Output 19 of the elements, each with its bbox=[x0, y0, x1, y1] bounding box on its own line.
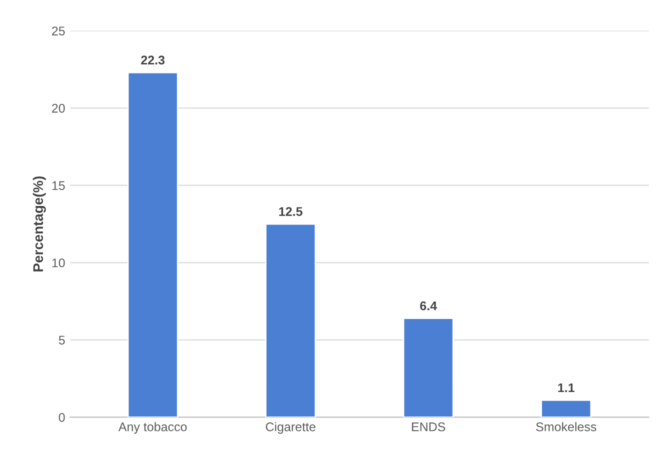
data-label: 12.5 bbox=[279, 207, 302, 216]
x-tick-label: Any tobacco bbox=[118, 422, 187, 434]
bar bbox=[402, 318, 454, 418]
x-tick-label: Cigarette bbox=[266, 422, 316, 434]
bar bbox=[127, 72, 178, 418]
x-tick-label: Smokeless bbox=[536, 422, 596, 432]
y-tick-label: 15 bbox=[52, 181, 65, 190]
y-tick-label: 25 bbox=[52, 26, 65, 36]
data-label: 6.4 bbox=[420, 301, 437, 310]
y-tick-label: 20 bbox=[52, 104, 65, 113]
bar bbox=[265, 223, 316, 418]
bar bbox=[540, 400, 592, 418]
y-tick-label: 5 bbox=[58, 336, 65, 345]
y-tick-label: 10 bbox=[52, 258, 65, 268]
x-tick-label: ENDS bbox=[412, 422, 446, 432]
y-tick-label: 0 bbox=[58, 413, 65, 422]
y-axis-title: Percentage(%) bbox=[32, 176, 46, 272]
data-label: 22.3 bbox=[141, 56, 165, 65]
data-label: 1.1 bbox=[558, 383, 574, 392]
